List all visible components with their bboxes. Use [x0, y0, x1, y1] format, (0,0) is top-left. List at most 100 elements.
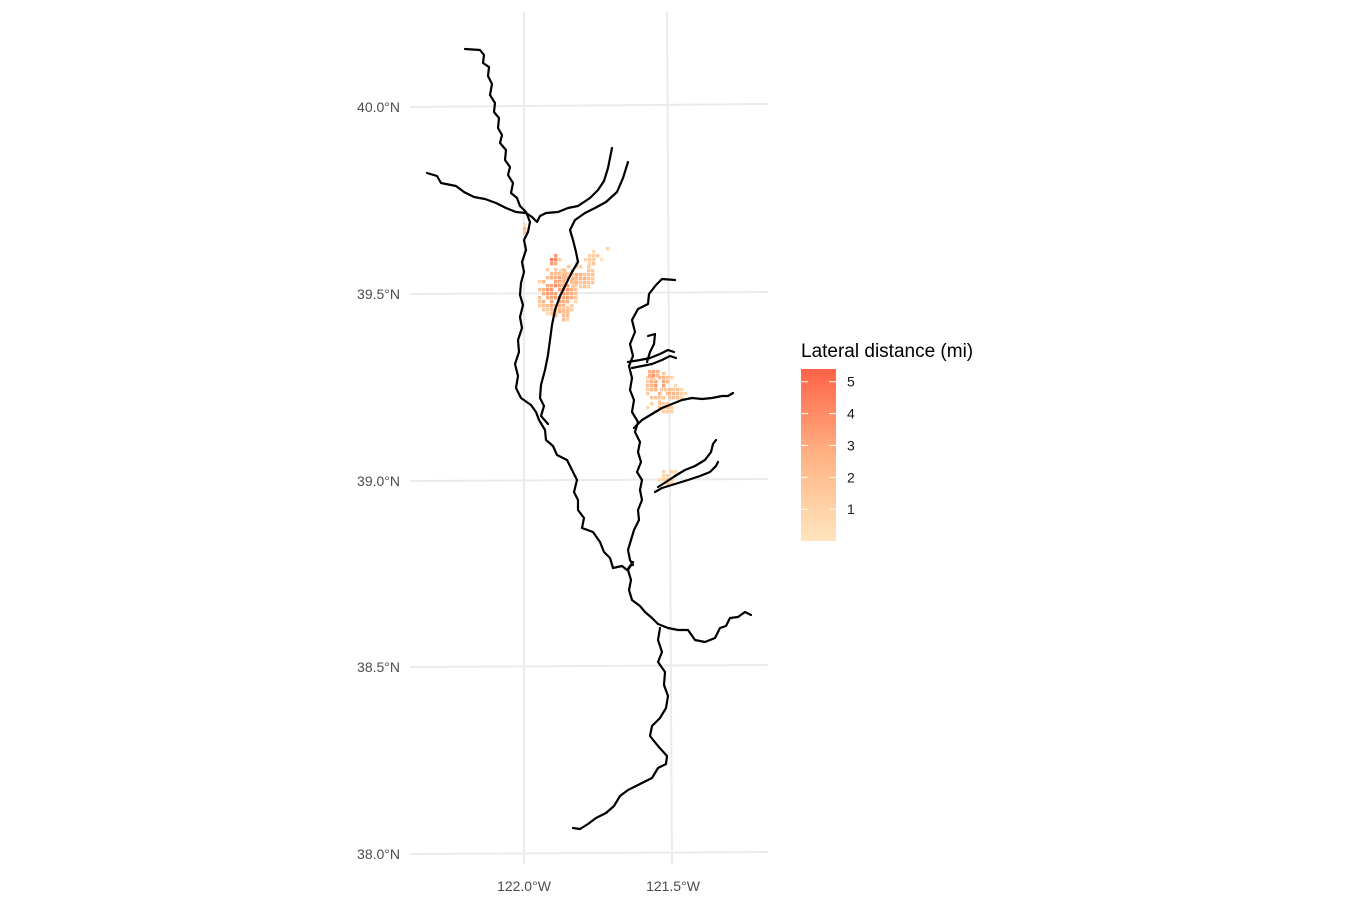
raster-cell [562, 310, 566, 314]
raster-cell [542, 280, 546, 284]
raster-cell [550, 262, 554, 266]
parallel-40-0 [409, 103, 769, 108]
raster-cell [542, 304, 546, 308]
bear-river [653, 460, 720, 494]
raster-cell [571, 277, 575, 281]
raster-cell [650, 372, 654, 376]
raster-cell [658, 400, 662, 404]
raster-cell [554, 280, 558, 284]
raster-cell [558, 300, 562, 304]
raster-cell [554, 284, 558, 288]
raster-cell [546, 296, 550, 300]
sacramento-river-upper [463, 47, 635, 572]
raster-cell [664, 388, 668, 392]
raster-cell [662, 474, 666, 478]
raster-cell [662, 410, 666, 414]
raster-cell [654, 384, 658, 388]
legend-tick-label: 3 [847, 437, 855, 453]
raster-cell [538, 280, 542, 284]
raster-cell [583, 277, 587, 281]
raster-cell [570, 288, 574, 292]
raster-cell [554, 312, 558, 316]
raster-cell [566, 310, 570, 314]
legend-tick-label: 1 [847, 501, 855, 517]
raster-cell [566, 296, 570, 300]
butte-creek [538, 160, 630, 426]
raster-cell [670, 470, 674, 474]
y-tick-label: 39.0°N [357, 473, 400, 489]
raster-cell [546, 312, 550, 316]
raster-cell [574, 284, 578, 288]
raster-cell [550, 308, 554, 312]
raster-cell [554, 292, 558, 296]
raster-cell [658, 392, 662, 396]
feather-tributary-north-2 [630, 354, 678, 370]
legend-tick-label: 2 [847, 469, 855, 485]
raster-cell [546, 276, 550, 280]
raster-cell [566, 314, 570, 318]
raster-cell [662, 380, 666, 384]
raster-cell [660, 396, 664, 400]
raster-cell [680, 388, 684, 392]
raster-cell [554, 272, 558, 276]
raster-cell [579, 281, 583, 285]
raster-cell [676, 392, 680, 396]
raster-cell [587, 281, 591, 285]
legend-title: Lateral distance (mi) [801, 341, 973, 362]
raster-cell [650, 380, 654, 384]
raster-cell [591, 281, 595, 285]
raster-cell [654, 380, 658, 384]
delta-channel [571, 626, 670, 831]
legend-tick-label: 5 [847, 374, 855, 390]
raster-cell [566, 318, 570, 322]
raster-cell [554, 262, 558, 266]
raster-cell [592, 250, 596, 254]
feather-tributary-north [626, 348, 676, 364]
raster-cell [666, 402, 670, 406]
raster-cell [650, 388, 654, 392]
raster-cell [674, 470, 678, 474]
raster-cell [658, 402, 662, 406]
raster-cell [538, 304, 542, 308]
raster-cell [570, 292, 574, 296]
raster-cell [554, 276, 558, 280]
raster-cell [646, 388, 650, 392]
feather-spur [645, 332, 657, 364]
raster-cell [670, 376, 674, 380]
x-tick-label: 121.5°W [646, 878, 701, 894]
raster-cell [571, 285, 575, 289]
meridian-121-5 [666, 11, 673, 865]
raster-cell [575, 281, 579, 285]
raster-cell [583, 285, 587, 289]
raster-cell [660, 388, 664, 392]
raster-cell [670, 478, 674, 482]
parallel-39-5 [409, 291, 769, 295]
raster-cell [606, 247, 610, 251]
raster-cell [662, 470, 666, 474]
raster-cell [554, 268, 558, 272]
raster-cell [566, 306, 570, 310]
raster-cell [662, 372, 666, 376]
raster-cell [566, 300, 570, 304]
raster-cell [546, 288, 550, 292]
raster-cell [546, 268, 550, 272]
raster-cell [654, 396, 658, 400]
raster-cell [650, 402, 654, 406]
raster-cell [563, 269, 567, 273]
raster-cell [658, 406, 662, 410]
raster-cell [554, 254, 558, 258]
raster-cell [550, 292, 554, 296]
raster-cell [575, 277, 579, 281]
raster-cell [574, 300, 578, 304]
raster-cell [670, 406, 674, 410]
raster-cell [646, 392, 650, 396]
raster-cell [676, 388, 680, 392]
raster-cell [554, 258, 558, 262]
raster-cell [588, 258, 592, 262]
raster-cell [662, 376, 666, 380]
raster-cell [583, 273, 587, 277]
raster-cell [550, 296, 554, 300]
parallel-39-0 [409, 478, 769, 482]
raster-cell [652, 374, 656, 378]
raster-cell [574, 296, 578, 300]
